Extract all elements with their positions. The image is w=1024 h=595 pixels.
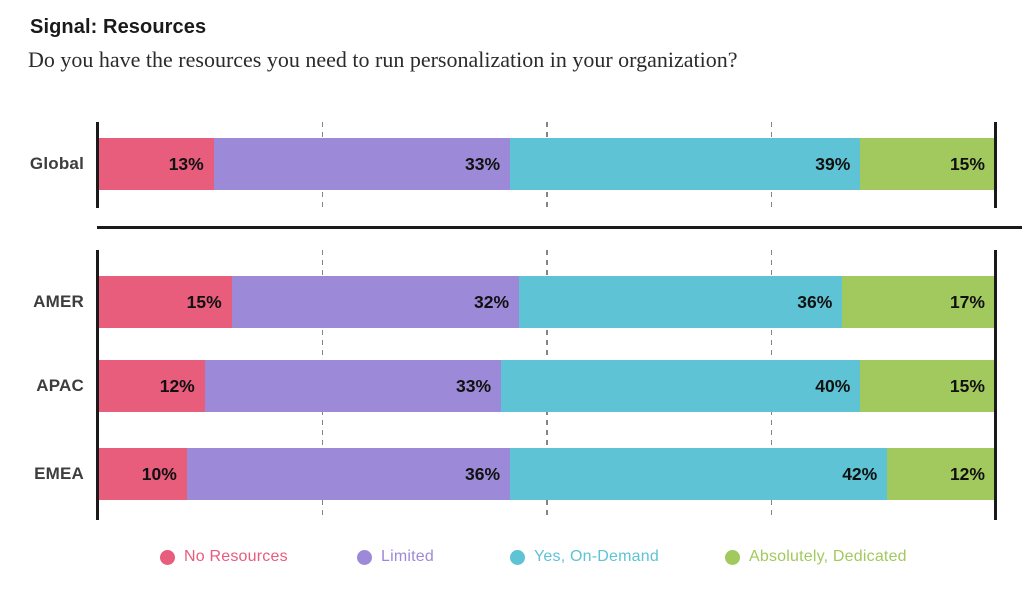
legend-label: Yes, On-Demand [534,548,659,565]
legend-swatch-circle [510,549,525,565]
segment-value-label: 12% [949,463,985,484]
bar-segment: 33% [213,138,511,190]
stacked-bar-emea: 10% 36% 42% 12% [97,448,995,500]
legend-item: Yes, On-Demand [510,546,659,568]
segment-value-label: 33% [465,153,501,174]
segment-value-label: 40% [815,375,851,396]
bar-segment: 13% [97,138,214,190]
segment-value-label: 15% [949,153,985,174]
bar-segment: 36% [186,448,511,500]
legend-swatch-circle [357,549,372,565]
bar-segment: 15% [860,360,995,412]
axis-line-right [994,122,997,208]
axis-line-right [994,250,997,520]
axis-line-left [96,122,99,208]
bar-segment: 15% [97,276,232,328]
segment-value-label: 15% [949,375,985,396]
legend-item: No Resources [160,546,288,568]
bar-segment: 17% [842,276,995,328]
bar-segment: 15% [860,138,995,190]
bar-segment: 10% [97,448,187,500]
axis-line-left [96,250,99,520]
row-label-global: Global [29,154,84,173]
chart-title: Signal: Resources [30,16,207,38]
stacked-bar-amer: 15% 32% 36% 17% [97,276,995,328]
bar-segment: 32% [231,276,520,328]
bar-segment: 42% [510,448,888,500]
legend-label: No Resources [184,548,288,565]
segment-value-label: 10% [141,463,177,484]
legend-swatch-circle [725,549,740,565]
row-label-amer: AMER [33,292,84,311]
bar-segment: 12% [887,448,995,500]
bar-segment: 33% [204,360,502,412]
legend-label: Absolutely, Dedicated [749,548,907,565]
segment-value-label: 12% [159,375,195,396]
bar-segment: 12% [97,360,205,412]
row-label-emea: EMEA [34,464,84,483]
segment-value-label: 36% [797,291,833,312]
panel-separator-line [97,226,1022,229]
chart-subtitle: Do you have the resources you need to ru… [28,47,738,72]
segment-value-label: 39% [815,153,851,174]
legend-swatch-circle [160,549,175,565]
bar-segment: 39% [510,138,861,190]
stacked-bar-global: 13% 33% 39% 15% [97,138,995,190]
legend-item: Absolutely, Dedicated [725,546,907,568]
segment-value-label: 13% [168,153,204,174]
segment-value-label: 33% [456,375,492,396]
segment-value-label: 36% [465,463,501,484]
segment-value-label: 17% [949,291,985,312]
panel-regions: AMER 15% 32% 36% 17% APAC 12% 33% 40% 15% EMEA 10% 3… [0,250,1024,520]
segment-value-label: 32% [474,291,510,312]
chart-legend: No Resources Limited Yes, On-Demand Absolut… [0,546,1024,570]
panel-global: Global 13% 33% 39% 15% [0,122,1024,208]
legend-label: Limited [381,548,434,565]
segment-value-label: 15% [186,291,222,312]
bar-segment: 40% [501,360,861,412]
row-label-apac: APAC [36,376,84,395]
stacked-bar-apac: 12% 33% 40% 15% [97,360,995,412]
bar-segment: 36% [519,276,843,328]
legend-item: Limited [357,546,434,568]
segment-value-label: 42% [842,463,878,484]
